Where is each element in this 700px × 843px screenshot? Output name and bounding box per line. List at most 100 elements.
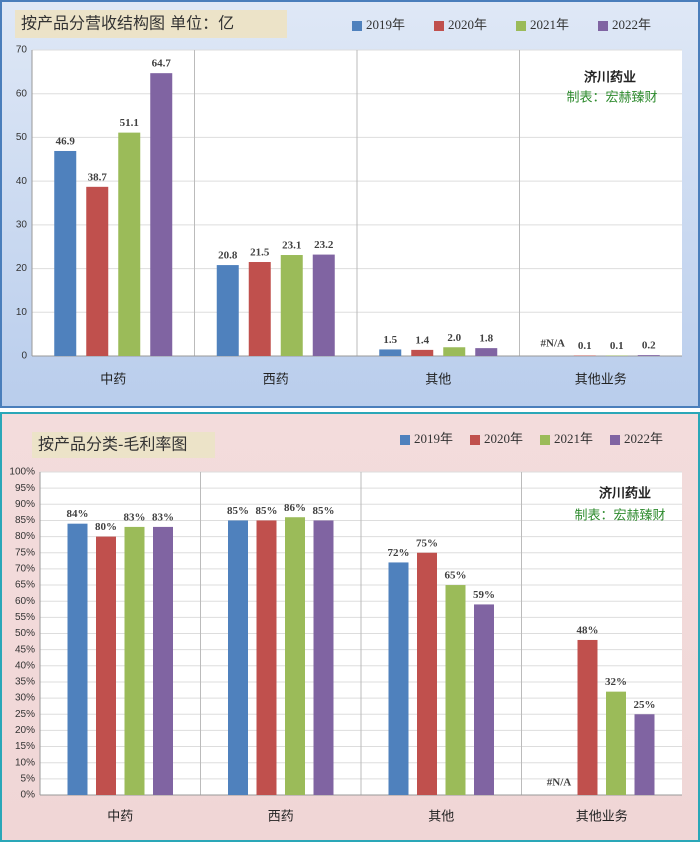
bar: [256, 520, 277, 795]
y-tick-label: 5%: [21, 773, 36, 784]
x-tick-label: 其他: [428, 810, 454, 825]
y-tick-label: 85%: [15, 515, 35, 526]
value-label: 23.2: [314, 239, 334, 251]
bar: [228, 520, 248, 795]
annotation: 济川药业: [584, 70, 636, 86]
y-tick-label: 0%: [21, 790, 36, 801]
legend-label: 2020年: [448, 17, 487, 32]
y-tick-label: 15%: [15, 741, 35, 752]
value-label: 85%: [313, 505, 335, 517]
legend-label: 2019年: [366, 17, 405, 32]
bar: [280, 255, 303, 356]
bar: [475, 348, 498, 356]
y-tick-label: 30%: [15, 693, 35, 704]
legend-swatch: [400, 435, 410, 445]
bar: [388, 562, 409, 795]
bar: [118, 132, 141, 356]
bar: [285, 517, 305, 795]
bar: [606, 691, 626, 795]
bar: [634, 714, 655, 795]
legend-label: 2022年: [612, 17, 651, 32]
y-tick-label: 60%: [15, 596, 35, 607]
y-tick-label: 0: [21, 351, 27, 362]
value-label: 1.5: [383, 334, 397, 346]
value-label: #N/A: [541, 338, 566, 350]
bar: [445, 585, 466, 795]
value-label: 20.8: [218, 250, 238, 262]
legend-swatch: [540, 435, 550, 445]
value-label: 21.5: [250, 247, 270, 259]
x-tick-label: 中药: [107, 810, 133, 825]
bar: [379, 349, 402, 356]
value-label: 86%: [284, 502, 306, 514]
legend-swatch: [610, 435, 620, 445]
legend-label: 2021年: [554, 431, 593, 446]
value-label: 25%: [634, 699, 656, 711]
y-tick-label: 20: [16, 263, 28, 274]
bar: [96, 536, 116, 795]
x-tick-label: 其他业务: [576, 809, 628, 825]
value-label: 0.2: [642, 340, 656, 352]
y-tick-label: 30: [16, 219, 28, 230]
bar: [474, 604, 494, 795]
legend-swatch: [434, 21, 444, 31]
y-tick-label: 40%: [15, 660, 35, 671]
value-label: 80%: [95, 521, 117, 533]
x-tick-label: 其他: [425, 373, 451, 388]
bar: [54, 150, 77, 356]
y-tick-label: 100%: [9, 467, 35, 478]
value-label: 0.1: [578, 340, 592, 352]
y-tick-label: 65%: [15, 580, 35, 591]
bar: [216, 265, 239, 356]
bar: [312, 254, 335, 356]
value-label: 72%: [388, 547, 410, 559]
value-label: 85%: [227, 505, 249, 517]
value-label: 65%: [445, 570, 467, 582]
value-label: 51.1: [120, 117, 139, 129]
value-label: 83%: [152, 511, 174, 523]
legend-label: 2019年: [414, 431, 453, 446]
y-tick-label: 10%: [15, 757, 35, 768]
value-label: 75%: [416, 537, 438, 549]
value-label: 23.1: [282, 240, 301, 252]
chart-title: 按产品分类-毛利率图: [38, 435, 187, 454]
bar: [313, 520, 334, 795]
bar: [124, 526, 145, 795]
bar: [443, 347, 466, 356]
annotation: 制表：宏赫臻财: [574, 509, 665, 524]
y-tick-label: 35%: [15, 677, 35, 688]
y-tick-label: 20%: [15, 725, 35, 736]
value-label: 2.0: [447, 332, 461, 344]
value-label: 32%: [605, 676, 627, 688]
bar: [417, 552, 437, 795]
y-tick-label: 70: [16, 45, 28, 56]
y-tick-label: 25%: [15, 709, 35, 720]
x-tick-label: 中药: [100, 373, 126, 388]
x-tick-label: 其他业务: [575, 372, 627, 388]
bar: [86, 186, 109, 356]
y-tick-label: 60: [16, 88, 28, 99]
value-label: #N/A: [547, 777, 572, 789]
value-label: 84%: [67, 508, 89, 520]
bar: [150, 73, 173, 356]
value-label: 0.1: [610, 340, 624, 352]
y-tick-label: 50%: [15, 628, 35, 639]
bar: [637, 355, 660, 356]
value-label: 1.8: [479, 333, 493, 345]
value-label: 59%: [473, 589, 495, 601]
annotation: 济川药业: [599, 486, 651, 502]
legend-label: 2021年: [530, 17, 569, 32]
value-label: 38.7: [88, 171, 108, 183]
bar: [411, 349, 434, 356]
bar: [577, 639, 598, 795]
bar: [67, 523, 88, 795]
legend-swatch: [352, 21, 362, 31]
y-tick-label: 95%: [15, 483, 35, 494]
y-tick-label: 10: [16, 307, 28, 318]
value-label: 83%: [124, 511, 146, 523]
bar: [248, 262, 271, 356]
legend-swatch: [598, 21, 608, 31]
y-tick-label: 45%: [15, 644, 35, 655]
value-label: 64.7: [152, 58, 172, 70]
